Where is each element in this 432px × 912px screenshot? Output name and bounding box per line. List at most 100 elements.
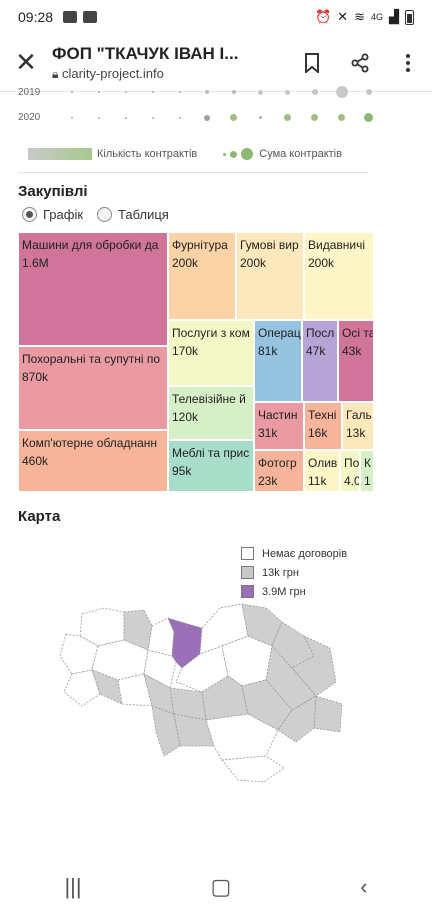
ukraine-regions-map[interactable] — [52, 596, 352, 788]
timeline-dots — [58, 86, 382, 98]
page-title: ФОП "ТКАЧУК ІВАН І... — [52, 44, 270, 64]
treemap-cell-label: К — [364, 456, 371, 470]
view-toggle: Графік Таблиця — [22, 207, 169, 222]
treemap-cell-label: Осі та — [342, 326, 374, 340]
recent-apps-icon[interactable]: ||| — [64, 874, 82, 899]
treemap-cell-value: 23k — [258, 474, 278, 488]
treemap-cell-label: Фурнітура — [172, 238, 228, 252]
treemap-cell-value: 170k — [172, 344, 199, 358]
treemap-cell[interactable]: Телевізійне й 120k — [168, 386, 254, 440]
map-legend-label: Немає договорів — [262, 547, 348, 560]
treemap-cell-label: Меблі та прис — [172, 446, 250, 460]
treemap-cell[interactable]: Фотогр 23k — [254, 450, 304, 492]
map-region — [201, 675, 249, 721]
page-url: 🔒︎ clarity-project.info — [52, 66, 288, 82]
treemap-cell[interactable]: Меблі та прис 95k — [168, 440, 254, 492]
map-region — [59, 633, 99, 675]
map-legend-swatch — [241, 585, 254, 598]
map-region — [241, 603, 283, 647]
legend-count-label: Кількість контрактів — [97, 148, 198, 160]
status-time: 09:28 — [18, 9, 54, 25]
treemap-cell-value: 47k — [306, 344, 326, 358]
timeline-row-partial: 2019 — [18, 86, 382, 98]
map-region — [175, 645, 229, 693]
treemap-cell[interactable]: Видавничі 200k — [304, 232, 374, 320]
timeline-row-2020: 2020 — [18, 112, 382, 123]
treemap-cell[interactable]: Комп'ютерне обладнанн 460k — [18, 430, 168, 492]
map-region — [221, 755, 285, 783]
title-area: ФОП "ТКАЧУК ІВАН І... 🔒︎ clarity-project… — [52, 44, 288, 82]
treemap-cell-value: 120k — [172, 410, 199, 424]
share-icon[interactable] — [336, 34, 384, 92]
treemap-cell[interactable]: Послуги з ком 170k — [168, 320, 254, 386]
map-legend: Немає договорів 13k грн 3.9M грн — [241, 544, 347, 601]
treemap-cell-value: 81k — [258, 344, 278, 358]
map-region — [91, 669, 123, 705]
timeline-legend: Кількість контрактів Сума контрактів — [28, 148, 342, 160]
timeline-dots — [58, 113, 382, 122]
treemap-cell[interactable]: Похоральні та супутні по 870k — [18, 346, 168, 430]
treemap-cell-label: Частин — [258, 408, 298, 422]
treemap-cell-value: 31k — [258, 426, 278, 440]
treemap-cell[interactable]: Операц 81k — [254, 320, 302, 402]
radio-table-label[interactable]: Таблиця — [118, 207, 169, 222]
map-title: Карта — [18, 508, 61, 525]
treemap-cell-label: Техні — [308, 408, 337, 422]
section-divider — [18, 172, 368, 173]
treemap-cell-value: 11k — [308, 474, 327, 488]
close-icon[interactable]: ✕ — [15, 47, 37, 77]
treemap-cell-label: Фотогр — [258, 456, 297, 470]
alarm-icon: ⏰ — [314, 9, 332, 24]
treemap-cell-label: Галь — [346, 408, 372, 422]
treemap-cell[interactable]: Осі та 43k — [338, 320, 374, 402]
radio-chart-label[interactable]: Графік — [43, 207, 84, 222]
treemap-cell-label: Посл — [306, 326, 335, 340]
lock-icon: 🔒︎ — [52, 66, 59, 81]
treemap-cell[interactable]: Частин 31k — [254, 402, 304, 450]
count-gradient-swatch — [28, 148, 92, 160]
gallery-notification-icon — [63, 11, 78, 23]
treemap-cell-value: 43k — [342, 344, 362, 358]
treemap-cell-label: Телевізійне й — [172, 392, 246, 406]
timeline-year-label: 2020 — [18, 112, 41, 123]
treemap-cell-label: Гумові вир — [240, 238, 299, 252]
treemap-cell-label: Машини для обробки да — [22, 238, 159, 252]
treemap-cell[interactable]: Посл 47k — [302, 320, 338, 402]
map-region — [143, 649, 177, 689]
timeline-year-label: 2019 — [18, 86, 41, 98]
treemap-cell-label: Операц — [258, 326, 301, 340]
treemap-cell-value: 13k — [346, 426, 366, 440]
sum-size-swatch — [223, 148, 254, 160]
treemap-cell[interactable]: Галь 13k — [342, 402, 374, 450]
system-nav-bar: ||| ▢ ‹ — [0, 862, 432, 912]
radio-table[interactable] — [97, 207, 113, 222]
bookmark-icon[interactable] — [288, 34, 336, 92]
more-options-icon[interactable] — [384, 34, 432, 92]
treemap-cell[interactable]: Техні 16k — [304, 402, 342, 450]
map-region — [151, 705, 181, 757]
home-icon[interactable]: ▢ — [210, 874, 232, 899]
treemap-cell[interactable]: Гумові вир 200k — [236, 232, 304, 320]
treemap-cell-label: По — [344, 456, 360, 470]
radio-chart[interactable] — [22, 207, 37, 222]
back-icon[interactable]: ‹ — [360, 874, 368, 899]
map-legend-item: 13k грн — [241, 563, 347, 582]
treemap-cell-value: 1.6M — [22, 256, 49, 270]
treemap-cell[interactable]: Машини для обробки да 1.6M — [18, 232, 168, 346]
treemap-cell-value: 200k — [308, 256, 335, 270]
map-region — [277, 695, 317, 743]
treemap-cell-value: 200k — [240, 256, 267, 270]
treemap-cell[interactable]: Олив 11k — [304, 450, 340, 492]
treemap-cell-value: 16k — [308, 426, 328, 440]
treemap-cell[interactable]: По 4.0 — [340, 450, 360, 492]
map-region — [63, 669, 101, 707]
status-indicators: ⏰ ✕ ≋ 4G ▟ — [315, 9, 414, 25]
treemap-cell-label: Комп'ютерне обладнанн — [22, 436, 158, 450]
procurement-treemap: Машини для обробки да 1.6M Похоральні та с… — [18, 232, 374, 492]
treemap-cell-label: Послуги з ком — [172, 326, 250, 340]
status-bar: 09:28 ⏰ ✕ ≋ 4G ▟ — [0, 0, 432, 34]
mute-icon: ✕ — [337, 9, 349, 24]
map-legend-label: 13k грн — [262, 566, 299, 579]
treemap-cell[interactable]: Фурнітура 200k — [168, 232, 236, 320]
